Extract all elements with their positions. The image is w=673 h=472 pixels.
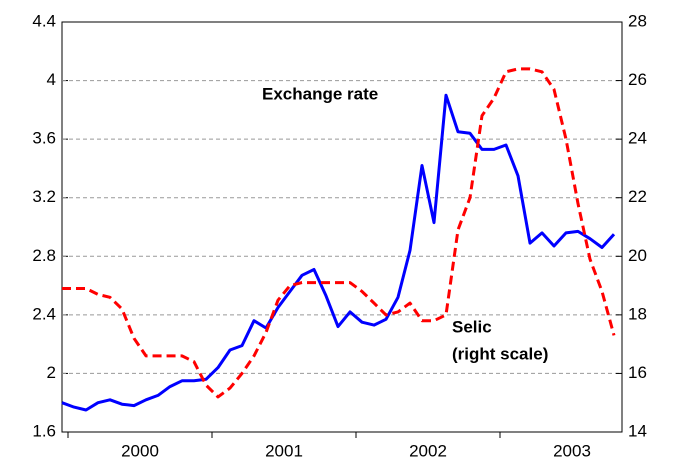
y2-tick-label: 28 — [628, 11, 647, 30]
y-tick-label: 4.4 — [32, 11, 56, 30]
series-line — [62, 67, 616, 399]
y2-tick-label: 26 — [628, 70, 647, 89]
y-tick-label: 2.8 — [32, 246, 56, 265]
y2-tick-label: 22 — [628, 187, 647, 206]
annotation: (right scale) — [452, 344, 548, 363]
x-tick-label: 2002 — [409, 441, 447, 460]
plot-frame — [61, 21, 623, 433]
x-tick-label: 2000 — [121, 441, 159, 460]
y2-tick-label: 16 — [628, 363, 647, 382]
y-tick-label: 1.6 — [32, 421, 56, 440]
annotation: Exchange rate — [262, 84, 378, 103]
y-tick-label: 2.4 — [32, 304, 56, 323]
y-tick-label: 3.6 — [32, 129, 56, 148]
y2-tick-label: 20 — [628, 246, 647, 265]
y-tick-label: 2 — [47, 363, 56, 382]
y2-tick-label: 18 — [628, 304, 647, 323]
y2-tick-label: 14 — [628, 421, 647, 440]
x-tick-label: 2001 — [265, 441, 303, 460]
x-tick-label: 2003 — [553, 441, 591, 460]
y2-tick-label: 24 — [628, 129, 647, 148]
y-tick-label: 4 — [47, 70, 56, 89]
annotation: Selic — [452, 317, 492, 336]
series-line — [61, 93, 616, 412]
y-tick-label: 3.2 — [32, 187, 56, 206]
